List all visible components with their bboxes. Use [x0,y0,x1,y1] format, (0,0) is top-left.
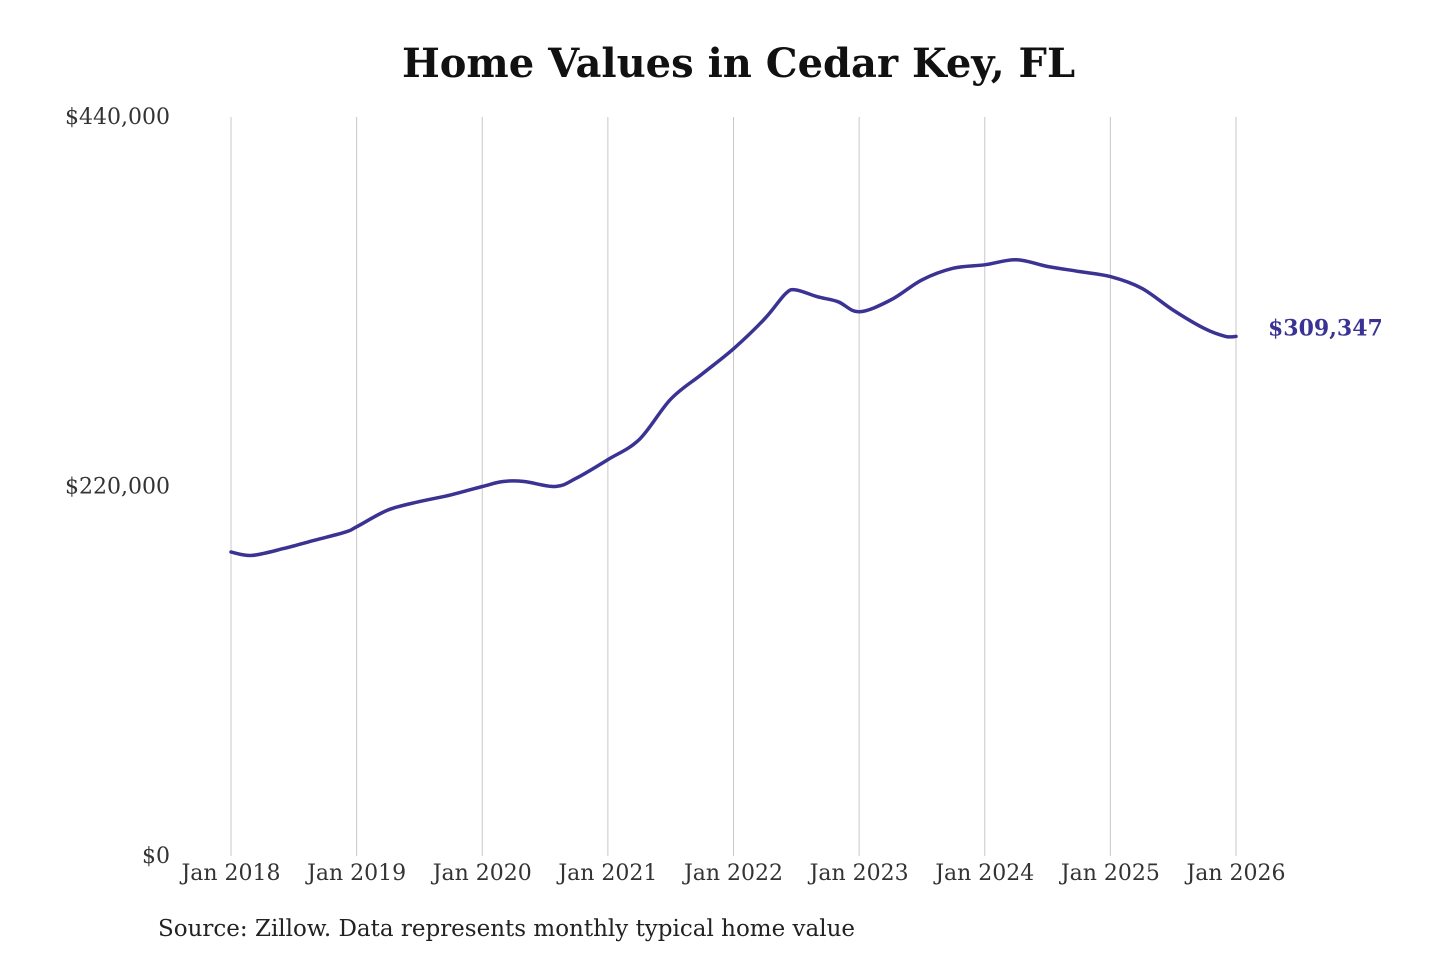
x-tick-label-8: Jan 2026 [1184,861,1285,886]
series-layer [229,258,1238,558]
x-tick-label-1: Jan 2019 [305,861,406,886]
y-axis-labels: $0 $220,000 $440,000 [65,105,170,869]
x-tick-label-7: Jan 2025 [1059,861,1160,886]
series-line-0 [229,258,1238,558]
source-note: Source: Zillow. Data represents monthly … [158,916,856,942]
annotation-layer: $309,347 [1268,315,1383,341]
x-axis-labels: Jan 2018 Jan 2019 Jan 2020 Jan 2021 Jan 2022… [179,861,1285,886]
y-tick-label-2: $440,000 [65,105,170,130]
x-tick-label-2: Jan 2020 [431,861,532,886]
y-tick-label-0: $0 [142,844,170,869]
x-tick-label-6: Jan 2024 [933,861,1034,886]
y-tick-label-1: $220,000 [65,475,170,500]
chart-title: Home Values in Cedar Key, FL [401,40,1076,87]
end-value-label: $309,347 [1268,315,1383,341]
x-tick-label-0: Jan 2018 [179,861,280,886]
x-tick-label-3: Jan 2021 [556,861,657,886]
grid-lines [230,117,1237,856]
x-tick-label-5: Jan 2023 [808,861,909,886]
x-tick-label-4: Jan 2022 [682,861,783,886]
